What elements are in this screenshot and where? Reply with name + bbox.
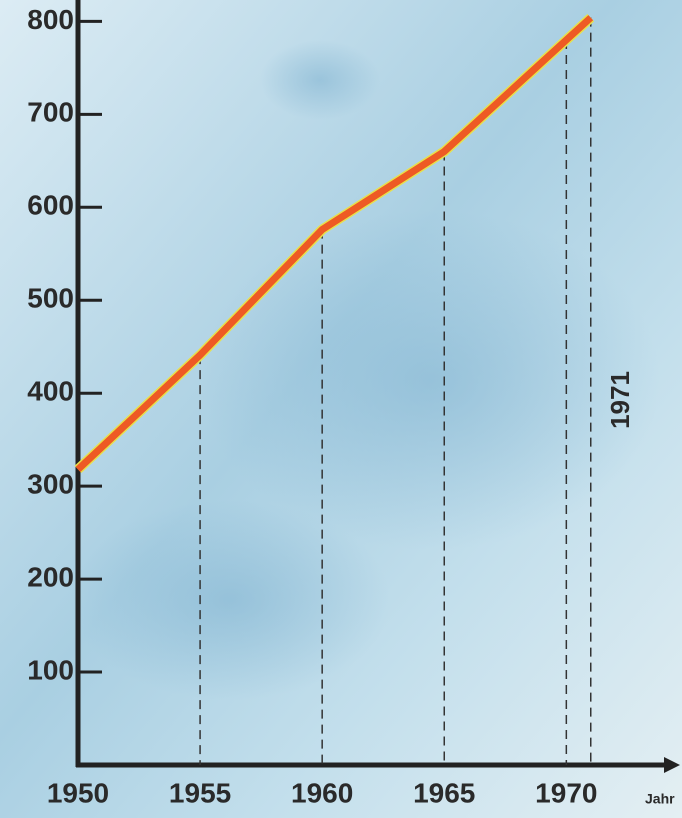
x-tick-label: 1955 xyxy=(169,777,231,808)
chart: Jahr 1971 100 200 300 400 500 600 700 800 1950 19… xyxy=(0,0,682,818)
y-tick-label: 100 xyxy=(27,654,74,685)
x-tick-label: 1950 xyxy=(47,777,109,808)
y-tick-label: 300 xyxy=(27,469,74,500)
y-tick-label: 400 xyxy=(27,376,74,407)
x-axis-label: Jahr xyxy=(645,791,675,807)
annotation: 1971 xyxy=(605,371,635,429)
y-tick-label: 700 xyxy=(27,97,74,128)
x-tick-label: 1960 xyxy=(291,777,353,808)
y-tick-label: 200 xyxy=(27,561,74,592)
wash xyxy=(70,500,390,700)
x-tick-label: 1970 xyxy=(535,777,597,808)
y-tick-label: 500 xyxy=(27,283,74,314)
x-tick-label: 1965 xyxy=(413,777,475,808)
wash xyxy=(260,40,380,120)
y-tick-label: 600 xyxy=(27,190,74,221)
page: Jahr 1971 100 200 300 400 500 600 700 800 1950 19… xyxy=(0,0,682,818)
y-tick-label: 800 xyxy=(27,4,74,35)
